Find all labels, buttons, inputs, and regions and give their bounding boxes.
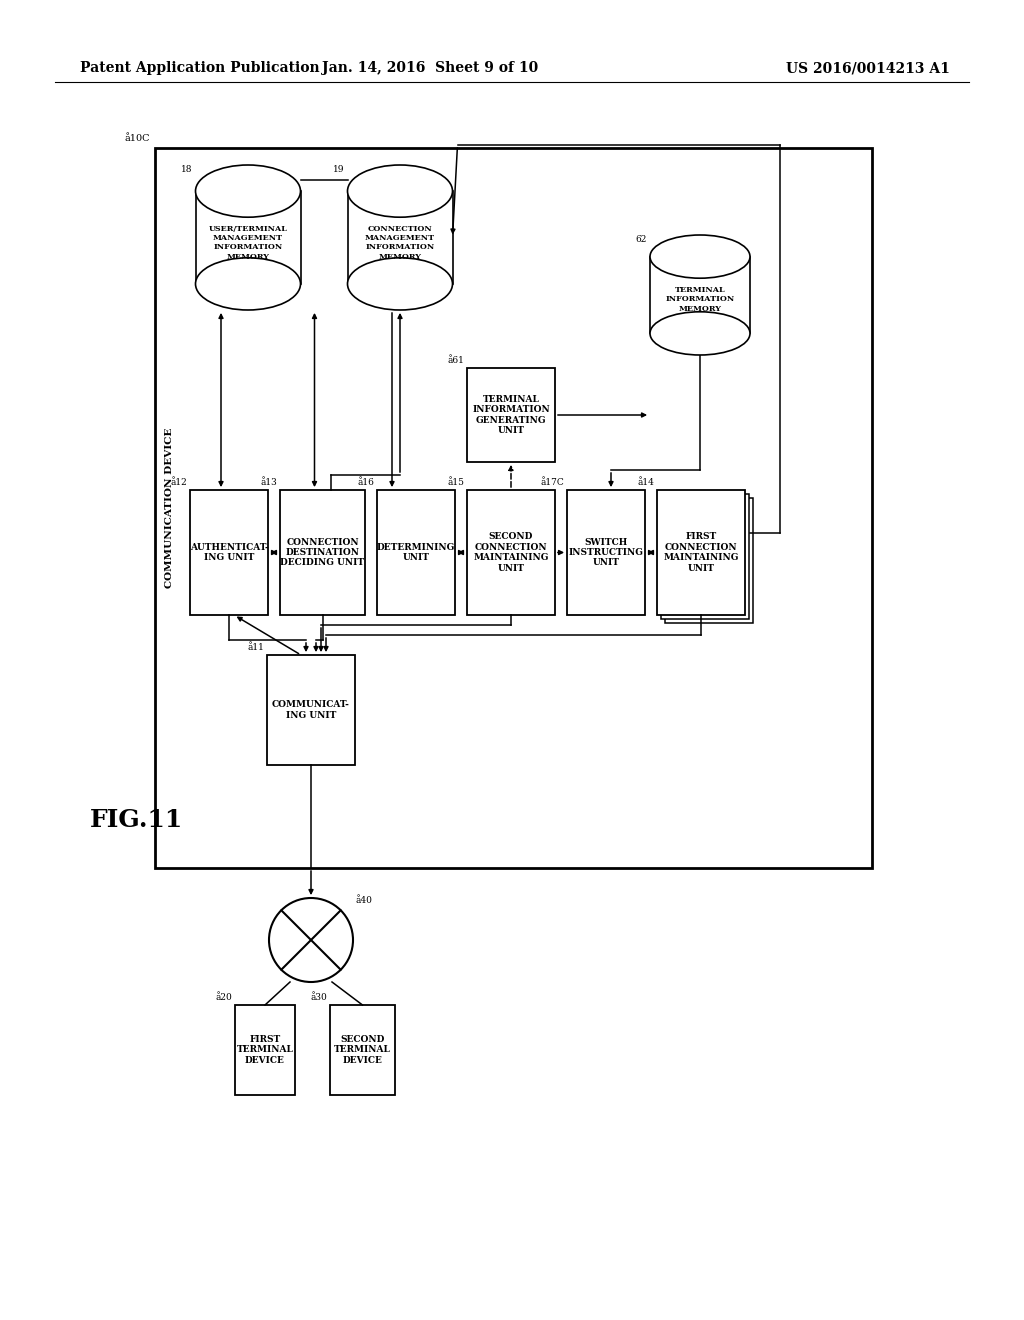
- Text: AUTHENTICAT-
ING UNIT: AUTHENTICAT- ING UNIT: [189, 543, 268, 562]
- Text: å13: å13: [260, 478, 278, 487]
- Text: FIRST
TERMINAL
DEVICE: FIRST TERMINAL DEVICE: [237, 1035, 294, 1065]
- Text: DETERMINING
UNIT: DETERMINING UNIT: [377, 543, 456, 562]
- Text: COMMUNICAT-
ING UNIT: COMMUNICAT- ING UNIT: [272, 701, 350, 719]
- Text: Jan. 14, 2016  Sheet 9 of 10: Jan. 14, 2016 Sheet 9 of 10: [322, 61, 539, 75]
- Bar: [662, 494, 749, 619]
- Text: 62: 62: [636, 235, 647, 244]
- Text: Patent Application Publication: Patent Application Publication: [80, 61, 319, 75]
- Bar: [657, 490, 745, 615]
- Text: å30: å30: [310, 993, 327, 1002]
- Bar: [650, 256, 750, 334]
- Ellipse shape: [347, 257, 453, 310]
- Text: å61: å61: [447, 356, 464, 366]
- Text: å10C: å10C: [125, 135, 150, 143]
- Text: å11: å11: [247, 643, 264, 652]
- Ellipse shape: [347, 165, 453, 218]
- Text: CONNECTION
MANAGEMENT
INFORMATION
MEMORY: CONNECTION MANAGEMENT INFORMATION MEMORY: [365, 224, 435, 260]
- Ellipse shape: [196, 165, 300, 218]
- Text: SECOND
CONNECTION
MAINTAINING
UNIT: SECOND CONNECTION MAINTAINING UNIT: [473, 532, 549, 573]
- Bar: [377, 490, 455, 615]
- Text: å16: å16: [357, 478, 374, 487]
- Bar: [347, 191, 453, 284]
- Bar: [196, 191, 300, 284]
- Bar: [155, 148, 872, 869]
- Text: å40: å40: [356, 896, 373, 906]
- Bar: [190, 490, 268, 615]
- Bar: [234, 1005, 295, 1096]
- Text: SWITCH
INSTRUCTING
UNIT: SWITCH INSTRUCTING UNIT: [568, 537, 643, 568]
- Text: CONNECTION
DESTINATION
DECIDING UNIT: CONNECTION DESTINATION DECIDING UNIT: [281, 537, 365, 568]
- Ellipse shape: [650, 235, 750, 279]
- Ellipse shape: [196, 257, 300, 310]
- Bar: [665, 498, 753, 623]
- Bar: [567, 490, 645, 615]
- Text: 19: 19: [333, 165, 344, 174]
- Bar: [267, 655, 355, 766]
- Bar: [280, 490, 365, 615]
- Text: å20: å20: [215, 993, 232, 1002]
- Ellipse shape: [650, 312, 750, 355]
- Text: 18: 18: [181, 165, 193, 174]
- Bar: [467, 490, 555, 615]
- Text: å14: å14: [637, 478, 654, 487]
- Text: å15: å15: [447, 478, 464, 487]
- Text: COMMUNICATION DEVICE: COMMUNICATION DEVICE: [166, 428, 174, 589]
- Circle shape: [269, 898, 353, 982]
- Text: TERMINAL
INFORMATION
MEMORY: TERMINAL INFORMATION MEMORY: [666, 286, 734, 313]
- Text: å17C: å17C: [541, 478, 564, 487]
- Text: USER/TERMINAL
MANAGEMENT
INFORMATION
MEMORY: USER/TERMINAL MANAGEMENT INFORMATION MEM…: [209, 224, 288, 260]
- Text: å12: å12: [170, 478, 187, 487]
- Bar: [467, 368, 555, 462]
- Text: TERMINAL
INFORMATION
GENERATING
UNIT: TERMINAL INFORMATION GENERATING UNIT: [472, 395, 550, 436]
- Text: SECOND
TERMINAL
DEVICE: SECOND TERMINAL DEVICE: [334, 1035, 391, 1065]
- Text: US 2016/0014213 A1: US 2016/0014213 A1: [786, 61, 950, 75]
- Text: FIRST
CONNECTION
MAINTAINING
UNIT: FIRST CONNECTION MAINTAINING UNIT: [664, 532, 738, 573]
- Text: FIG.11: FIG.11: [90, 808, 183, 832]
- Bar: [330, 1005, 395, 1096]
